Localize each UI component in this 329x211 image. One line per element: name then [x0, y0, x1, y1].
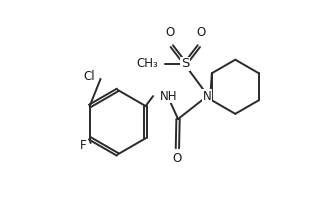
Text: O: O: [173, 152, 182, 165]
Text: N: N: [203, 90, 212, 103]
Text: S: S: [181, 57, 190, 70]
Text: O: O: [196, 26, 206, 39]
Text: O: O: [165, 26, 174, 39]
Text: F: F: [80, 139, 87, 151]
Text: NH: NH: [160, 90, 178, 103]
Text: CH₃: CH₃: [137, 57, 158, 70]
Text: Cl: Cl: [84, 70, 95, 83]
